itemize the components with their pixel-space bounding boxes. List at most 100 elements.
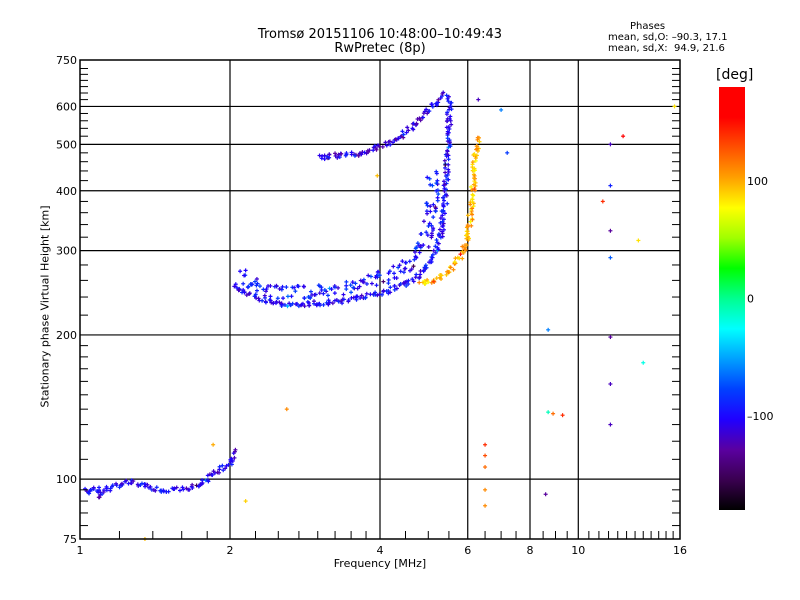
x-axis-label: Frequency [MHz] <box>333 557 427 570</box>
data-point <box>435 245 440 250</box>
data-point <box>275 296 280 301</box>
data-point <box>446 124 451 129</box>
data-point <box>424 107 429 112</box>
data-point <box>446 94 451 99</box>
data-point <box>143 484 148 489</box>
data-point <box>430 252 435 257</box>
data-point <box>295 283 300 288</box>
x-tick-labels: 1 2 4 6 8 10 16 <box>77 544 688 557</box>
data-point <box>356 153 361 158</box>
y-tick-label: 600 <box>56 100 77 113</box>
data-point <box>469 184 474 189</box>
data-point <box>476 97 481 102</box>
data-point <box>254 288 259 293</box>
data-point <box>483 465 488 470</box>
phase-stats-o-mode: mean, sd,O: –90.3, 17.1 <box>608 32 728 43</box>
data-point <box>180 485 185 490</box>
data-point <box>608 422 613 427</box>
x-tick-label: 1 <box>77 544 84 557</box>
data-point <box>424 265 429 270</box>
data-point <box>414 272 419 277</box>
data-point <box>424 230 429 235</box>
data-point <box>608 183 613 188</box>
data-point <box>409 267 414 272</box>
data-point <box>349 290 354 295</box>
data-point <box>234 285 239 290</box>
data-point <box>436 97 441 102</box>
data-point <box>348 283 353 288</box>
data-point <box>268 294 273 299</box>
data-point <box>406 278 411 283</box>
data-point <box>166 489 171 494</box>
data-point <box>320 154 325 159</box>
data-point <box>439 276 444 281</box>
grid-lines <box>80 60 680 539</box>
data-point <box>322 153 327 158</box>
data-point <box>428 209 433 214</box>
data-point <box>433 209 438 214</box>
data-point <box>425 111 430 116</box>
data-point <box>262 293 267 298</box>
data-point <box>417 280 422 285</box>
data-point <box>174 485 179 490</box>
data-point <box>470 206 475 211</box>
data-point <box>253 294 258 299</box>
data-point <box>327 152 332 157</box>
data-point <box>442 198 447 203</box>
data-point <box>426 280 431 285</box>
data-point <box>397 263 402 268</box>
data-point <box>242 273 247 278</box>
data-point <box>608 142 613 147</box>
data-point <box>483 442 488 447</box>
data-point <box>600 199 605 204</box>
data-point <box>326 298 331 303</box>
colorbar <box>719 87 745 510</box>
data-point <box>312 292 317 297</box>
data-point <box>464 243 469 248</box>
data-point <box>360 279 365 284</box>
data-point <box>373 146 378 151</box>
data-point <box>332 291 337 296</box>
chart-subtitle: RwPretec (8p) <box>334 41 426 56</box>
data-point <box>505 150 510 155</box>
data-point <box>282 302 287 307</box>
data-point <box>260 298 265 303</box>
colorbar-tick-label: 100 <box>747 175 768 188</box>
data-point <box>247 291 252 296</box>
data-point <box>339 151 344 156</box>
data-point <box>243 268 248 273</box>
data-point <box>207 472 212 477</box>
data-point <box>425 233 430 238</box>
data-point <box>327 300 332 305</box>
data-point <box>446 99 451 104</box>
data-point <box>433 205 438 210</box>
data-point <box>434 169 439 174</box>
data-point <box>357 284 362 289</box>
data-point <box>104 488 109 493</box>
data-point <box>401 270 406 275</box>
data-point <box>415 241 420 246</box>
data-point <box>560 413 565 418</box>
y-tick-label: 100 <box>56 473 77 486</box>
data-point <box>390 140 395 145</box>
data-point <box>435 178 440 183</box>
data-point <box>499 107 504 112</box>
data-point <box>302 304 307 309</box>
data-point <box>296 304 301 309</box>
data-point <box>429 223 434 228</box>
data-point <box>410 277 415 282</box>
data-point <box>402 282 407 287</box>
data-point <box>241 281 246 286</box>
data-point <box>226 462 231 467</box>
data-point <box>447 138 452 143</box>
data-point <box>285 304 290 309</box>
data-point <box>431 215 436 220</box>
data-point <box>96 495 101 500</box>
data-point <box>277 300 282 305</box>
data-point <box>429 257 434 262</box>
data-point <box>332 298 337 303</box>
data-point <box>424 201 429 206</box>
data-point <box>621 134 626 139</box>
data-point <box>358 278 363 283</box>
data-point <box>317 291 322 296</box>
